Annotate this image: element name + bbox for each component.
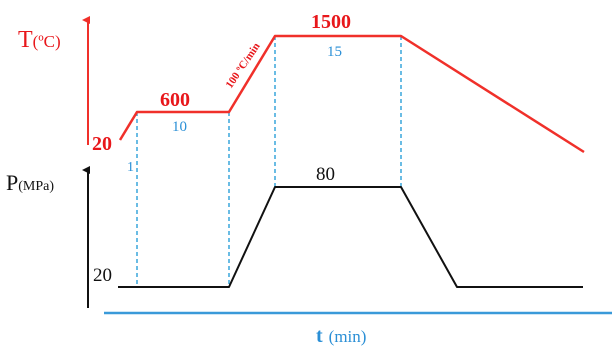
temperature-hold2-value: 1500 [311, 11, 351, 33]
time-axis-label: t (min) [316, 325, 366, 347]
pressure-profile-line [118, 186, 583, 288]
ramp1-duration: 1 [127, 160, 134, 175]
hold1-duration: 10 [172, 119, 187, 135]
pressure-axis-label: P(MPa) [6, 170, 54, 195]
hold2-duration: 15 [327, 44, 342, 60]
pressure-low-value: 20 [93, 265, 112, 286]
pressure-axis-unit: (MPa) [18, 179, 54, 194]
time-axis-unit: (min) [329, 327, 367, 346]
temperature-axis-label: T(ºC) [18, 27, 61, 53]
pressure-axis-symbol: P [6, 170, 18, 195]
temperature-hold1-value: 600 [160, 89, 190, 111]
pressure-high-value: 80 [316, 164, 335, 185]
temperature-axis-symbol: T [18, 27, 33, 53]
temperature-start-value: 20 [92, 133, 112, 155]
temperature-axis-unit: (ºC) [33, 32, 61, 51]
time-axis-symbol: t [316, 325, 323, 347]
temperature-profile-line [118, 34, 585, 154]
